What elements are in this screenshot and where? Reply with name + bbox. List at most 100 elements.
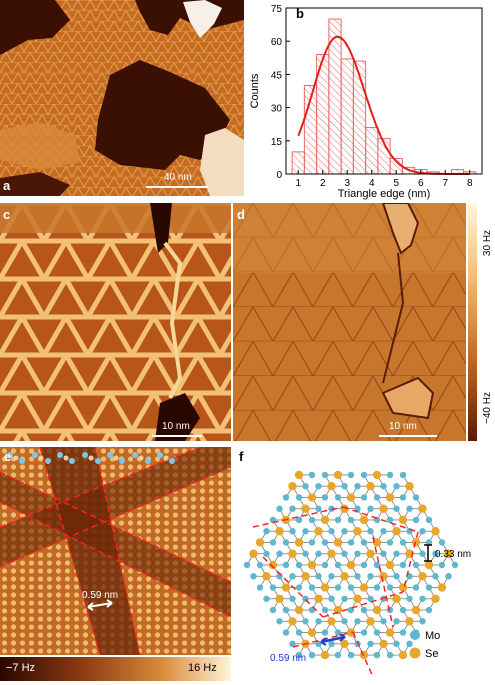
- mo-atom: [315, 505, 322, 512]
- mo-atom: [341, 482, 348, 490]
- se-atom: [346, 628, 356, 637]
- se-atom: [275, 527, 284, 536]
- mo-atom: [341, 550, 348, 557]
- se-atom: [431, 594, 440, 603]
- mo-atom: [282, 561, 290, 569]
- mo-atom: [263, 595, 270, 602]
- se-atom: [294, 470, 304, 480]
- se-atom: [444, 549, 453, 558]
- mo-atom: [250, 573, 257, 580]
- mo-atom: [399, 606, 407, 614]
- y-tick-label: 15: [271, 137, 283, 148]
- panel-d-svg: [233, 203, 466, 441]
- colorbar-d-labels: 30 Hz −40 Hz: [482, 230, 493, 424]
- mo-atom: [406, 595, 413, 602]
- se-atom: [314, 527, 323, 536]
- mo-atom: [328, 528, 335, 535]
- se-atom: [379, 572, 388, 581]
- se-atom: [255, 538, 265, 547]
- mo-atom: [321, 629, 329, 636]
- se-atom: [366, 617, 375, 626]
- panel-a-scalebar-label: 40 nm: [164, 172, 192, 183]
- mo-atom: [360, 494, 368, 501]
- se-atom: [379, 639, 388, 649]
- mo-atom: [354, 505, 361, 512]
- mo-atom: [432, 550, 439, 557]
- mo-atom: [412, 584, 420, 591]
- panel-e-svg: 0.59 nm: [0, 447, 231, 655]
- panel-a-label: a: [3, 178, 11, 193]
- mo-atom: [438, 561, 446, 569]
- se-atom: [405, 481, 414, 491]
- mo-atom: [354, 573, 361, 580]
- se-atom: [307, 628, 317, 637]
- mo-atom: [334, 516, 342, 524]
- mo-atom: [289, 528, 296, 535]
- mo-atom: [308, 471, 316, 479]
- mo-atom: [393, 640, 400, 648]
- mo-atom: [393, 573, 400, 580]
- mo-atom: [399, 539, 407, 546]
- mo-atom: [354, 482, 361, 490]
- mo-atom: [334, 561, 342, 569]
- mo-atom: [289, 640, 296, 648]
- se-atom: [320, 515, 330, 525]
- colorbar-e: [0, 657, 231, 681]
- mo-atom: [347, 471, 355, 479]
- y-axis-label: Counts: [249, 73, 261, 108]
- se-atom: [359, 515, 369, 525]
- panel-f-label: f: [239, 449, 244, 464]
- panel-c-stm-image: 10 nm c: [0, 203, 231, 441]
- mo-atom: [419, 550, 426, 557]
- mo-atom: [419, 595, 426, 602]
- mo-atom: [302, 482, 309, 490]
- se-atom: [275, 594, 284, 603]
- se-atom: [301, 504, 310, 513]
- mo-atom: [354, 550, 361, 557]
- mo-atom: [380, 528, 387, 535]
- x-tick-label: 2: [320, 178, 326, 189]
- panel-e-stm-image: 0.59 nm e: [0, 447, 231, 655]
- mo-atom: [295, 561, 303, 569]
- mo-atom: [412, 561, 420, 569]
- mo-atom: [334, 629, 342, 636]
- mo-atom: [321, 494, 329, 501]
- mo-atom: [432, 573, 439, 580]
- mo-atom: [334, 651, 342, 659]
- y-tick-label: 0: [276, 170, 282, 181]
- panel-a-svg: [0, 0, 244, 196]
- se-atom: [372, 470, 382, 480]
- mo-atom: [360, 629, 368, 636]
- mo-atom: [386, 539, 394, 546]
- se-atom: [327, 549, 336, 558]
- se-atom: [288, 481, 297, 491]
- mo-atom: [386, 651, 394, 659]
- panel-c-scalebar: [152, 435, 202, 437]
- se-atom: [327, 481, 336, 491]
- mo-atom: [386, 606, 394, 614]
- mo-atom: [360, 561, 368, 569]
- mo-atom: [373, 561, 381, 569]
- mo-atom: [289, 573, 296, 580]
- mo-atom: [341, 595, 348, 602]
- se-atom: [385, 628, 395, 637]
- mo-atom: [360, 606, 368, 614]
- mo-atom: [321, 471, 329, 479]
- se-atom: [340, 639, 349, 649]
- mo-atom: [328, 595, 335, 602]
- mo-atom: [399, 471, 407, 479]
- mo-atom: [419, 618, 426, 625]
- legend-mo-marker: [410, 630, 420, 640]
- mo-atom: [243, 561, 251, 569]
- se-atom: [424, 560, 434, 570]
- se-atom: [320, 650, 330, 660]
- se-atom: [366, 549, 375, 558]
- se-atom: [359, 583, 369, 592]
- se-atom: [333, 538, 343, 547]
- se-atom: [437, 583, 447, 592]
- se-atom: [405, 617, 414, 626]
- mo-atom: [412, 494, 420, 501]
- se-atom: [379, 504, 388, 513]
- mo-atom: [315, 640, 322, 648]
